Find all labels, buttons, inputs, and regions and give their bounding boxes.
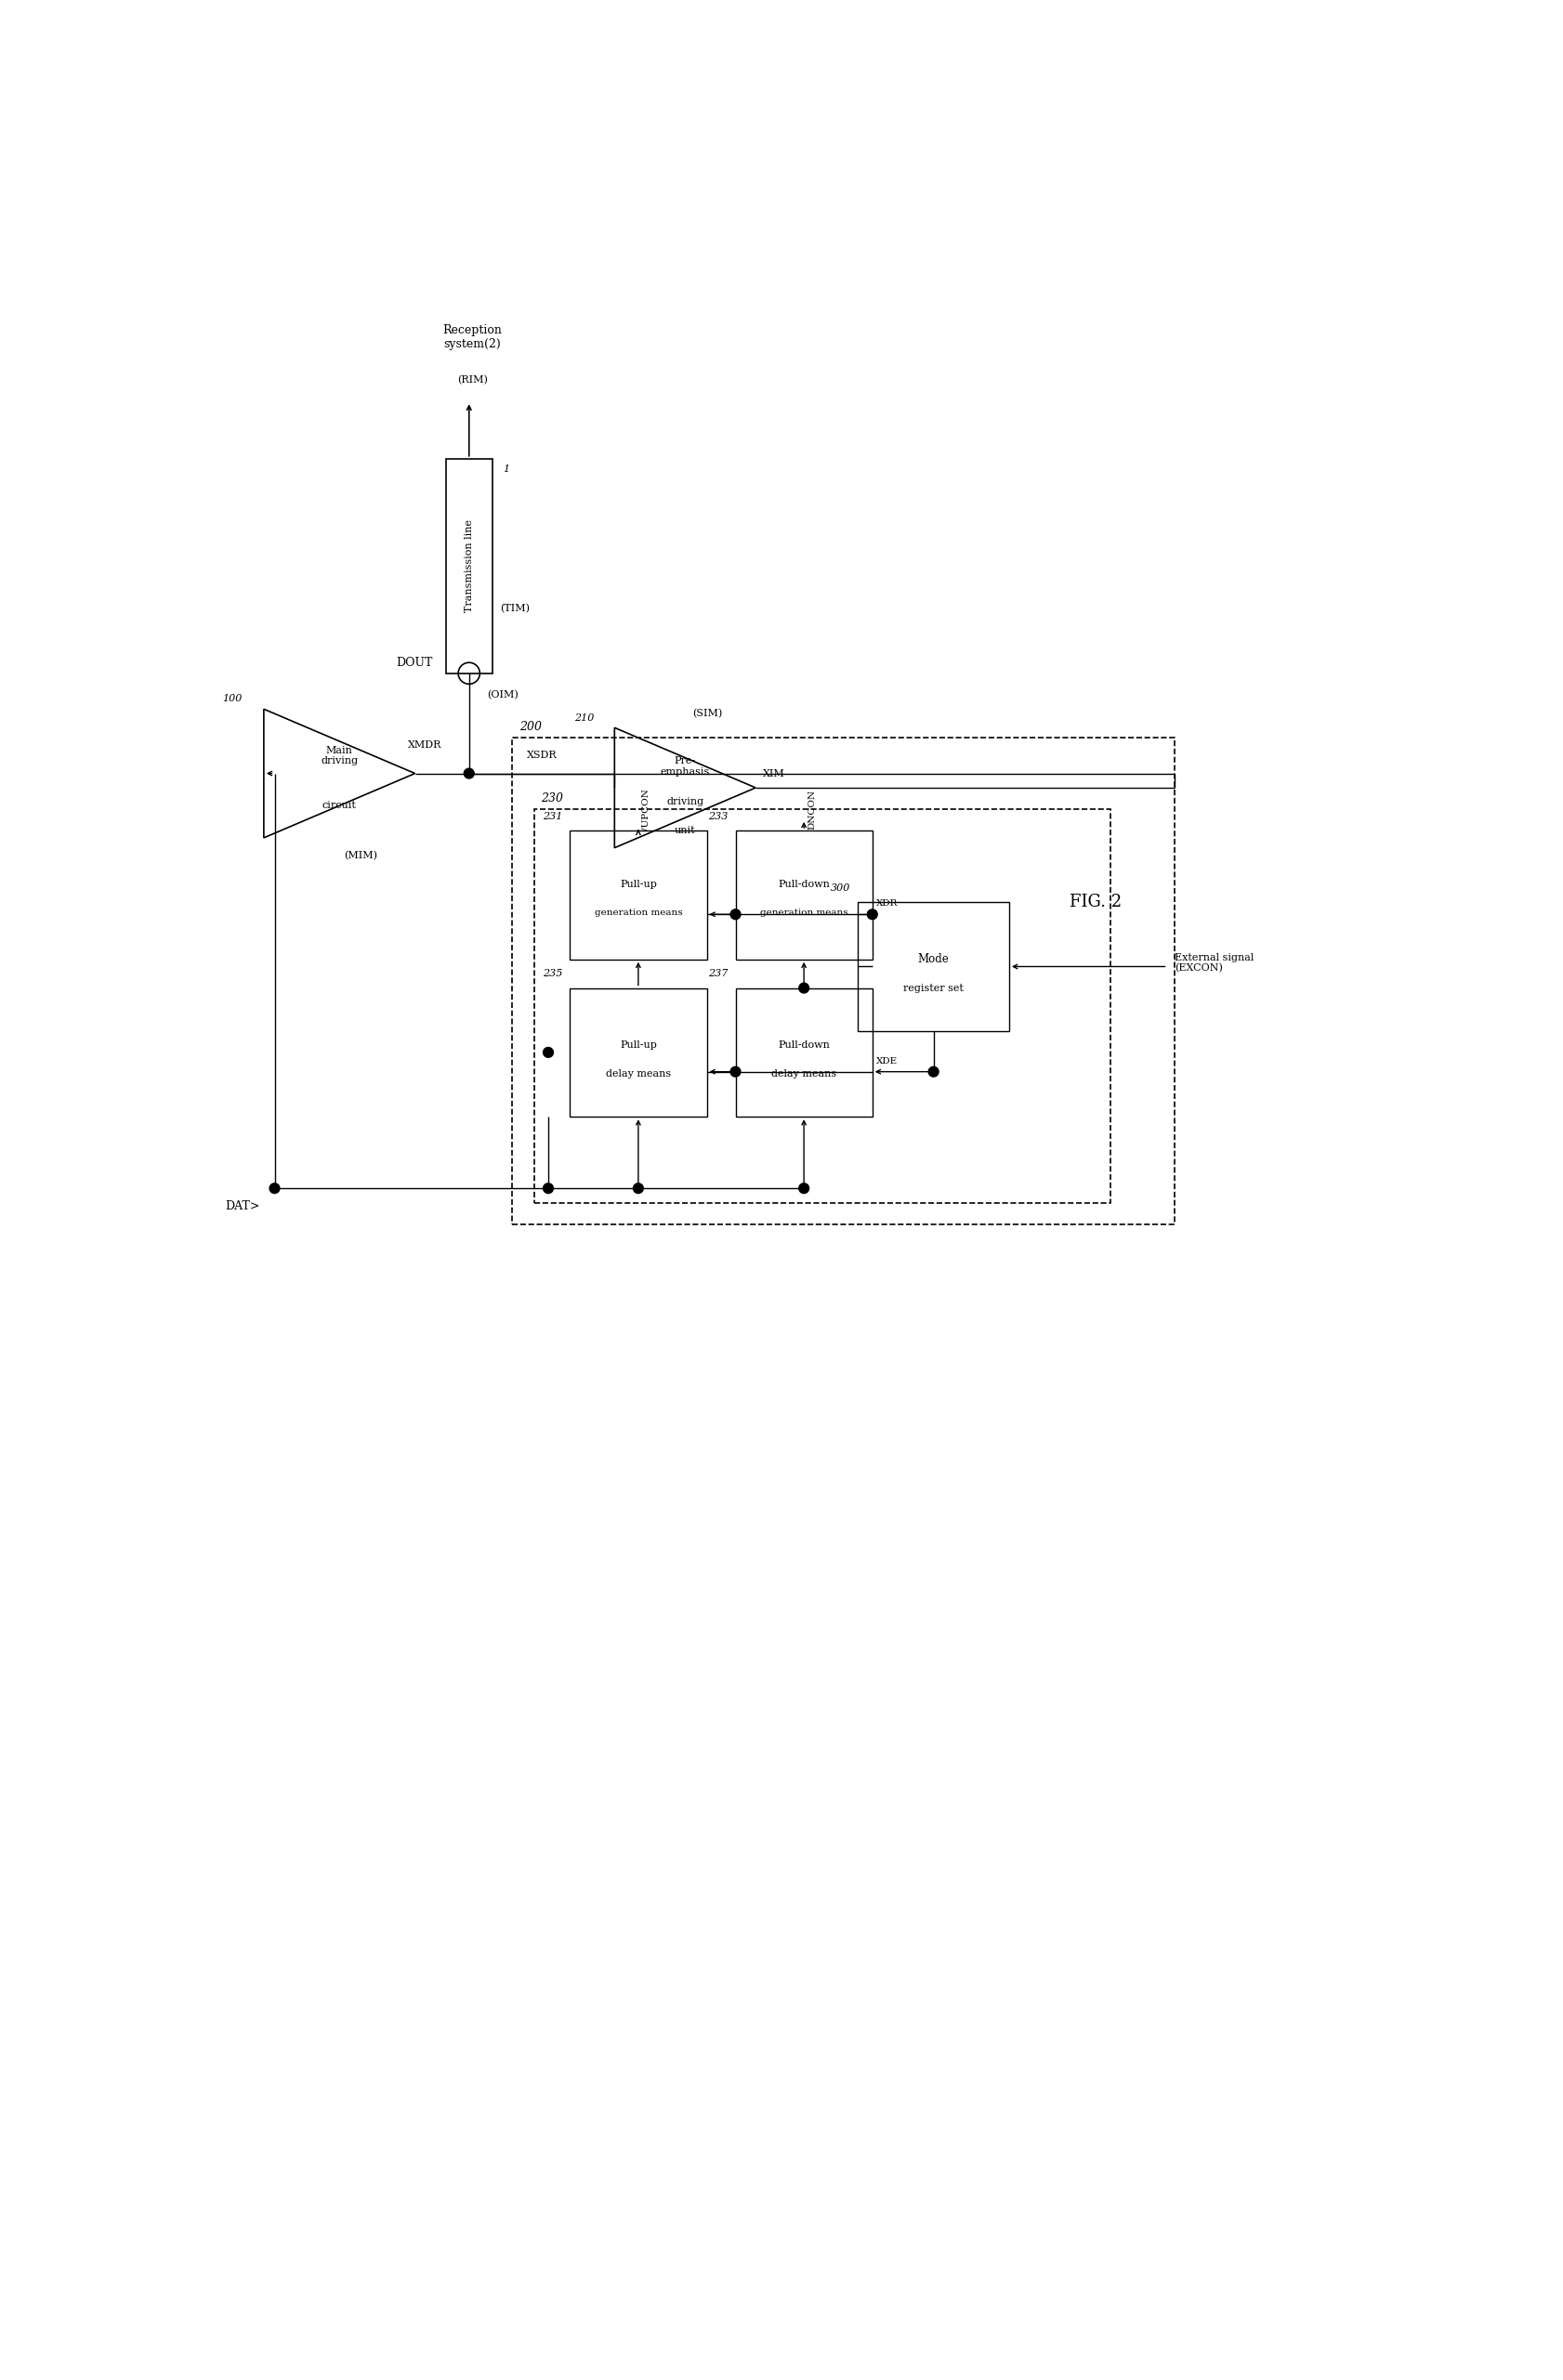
Text: 233: 233 (708, 812, 728, 821)
Text: 237: 237 (708, 969, 728, 978)
Text: XDR: XDR (875, 900, 897, 907)
Text: delay means: delay means (771, 1069, 836, 1078)
Text: (RIM): (RIM) (458, 376, 488, 386)
Text: circuit: circuit (322, 802, 356, 809)
Circle shape (633, 1183, 644, 1192)
Text: DNCON: DNCON (808, 790, 816, 828)
Text: XSDR: XSDR (527, 752, 556, 759)
Text: Reception
system(2): Reception system(2) (442, 324, 502, 350)
Text: XIM: XIM (763, 769, 785, 778)
Text: 200: 200 (519, 721, 542, 733)
Text: 1: 1 (503, 464, 510, 474)
Text: 300: 300 (832, 883, 850, 892)
Text: unit: unit (675, 826, 696, 835)
Text: generation means: generation means (760, 909, 847, 916)
Bar (570, 831, 706, 959)
Bar (445, 459, 492, 674)
Text: XDE: XDE (875, 1057, 897, 1066)
Bar (736, 831, 872, 959)
Text: Pre-
emphasis: Pre- emphasis (660, 757, 710, 776)
Text: register set: register set (903, 983, 964, 992)
Text: Pull-down: Pull-down (778, 1040, 830, 1050)
Bar (570, 988, 706, 1116)
Text: 230: 230 (541, 793, 563, 804)
Circle shape (730, 909, 741, 919)
Bar (535, 809, 1110, 1202)
Bar (513, 738, 1175, 1223)
Text: generation means: generation means (594, 909, 681, 916)
Circle shape (730, 1066, 741, 1076)
Text: 235: 235 (542, 969, 563, 978)
Circle shape (544, 1183, 553, 1192)
Text: 231: 231 (542, 812, 563, 821)
Text: Pull-down: Pull-down (778, 881, 830, 890)
Bar (736, 988, 872, 1116)
Text: (OIM): (OIM) (488, 690, 519, 700)
Circle shape (269, 1183, 280, 1192)
Text: FIG. 2: FIG. 2 (1069, 895, 1122, 912)
Circle shape (544, 1047, 553, 1057)
Text: Main
driving: Main driving (320, 745, 358, 766)
Circle shape (928, 1066, 939, 1076)
Circle shape (799, 983, 810, 992)
Text: XMDR: XMDR (408, 740, 442, 750)
Text: 210: 210 (575, 714, 594, 721)
Text: External signal
(EXCON): External signal (EXCON) (1175, 952, 1254, 973)
Text: /UPCON: /UPCON (642, 788, 650, 831)
Text: Pull-up: Pull-up (621, 1040, 656, 1050)
Text: Mode: Mode (917, 954, 949, 966)
Text: driving: driving (666, 797, 703, 807)
Circle shape (464, 769, 474, 778)
Circle shape (799, 1183, 810, 1192)
Text: delay means: delay means (606, 1069, 671, 1078)
Text: 100: 100 (222, 693, 242, 702)
Text: DOUT: DOUT (397, 657, 433, 669)
Text: (MIM): (MIM) (344, 852, 378, 862)
Text: Pull-up: Pull-up (621, 881, 656, 890)
Circle shape (867, 909, 877, 919)
Text: (TIM): (TIM) (500, 605, 530, 614)
Text: (SIM): (SIM) (692, 709, 722, 719)
Bar (858, 902, 1010, 1031)
Text: Transmission line: Transmission line (464, 519, 474, 612)
Text: DAT>: DAT> (225, 1200, 259, 1211)
